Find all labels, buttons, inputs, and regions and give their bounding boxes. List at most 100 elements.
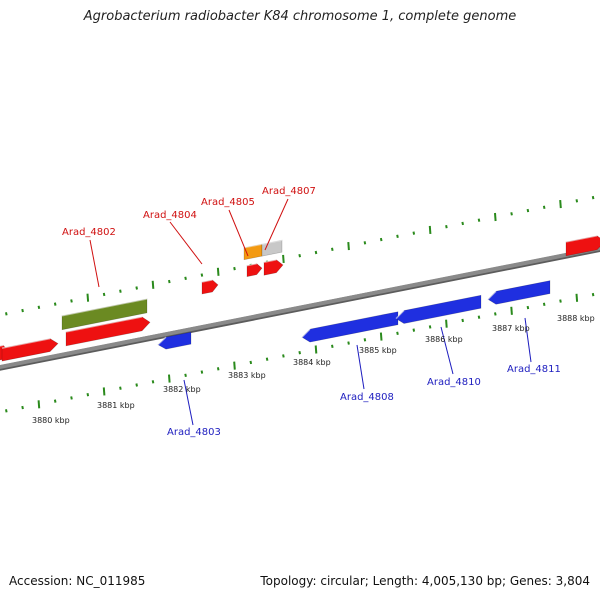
kbp-label: 3884 kbp bbox=[293, 358, 331, 367]
label-leader-lines bbox=[89, 198, 532, 426]
lower-tick bbox=[575, 293, 579, 302]
lower-tick-track bbox=[5, 292, 595, 413]
kbp-label: 3881 kbp bbox=[97, 401, 135, 410]
lower-tick bbox=[151, 380, 155, 384]
lower-tick bbox=[265, 357, 269, 361]
map-title: Agrobacterium radiobacter K84 chromosome… bbox=[83, 9, 517, 24]
lower-tick bbox=[184, 373, 187, 378]
gene-label: Arad_4803 bbox=[167, 427, 221, 438]
upper-tick bbox=[314, 250, 318, 255]
kbp-label: 3887 kbp bbox=[492, 324, 530, 333]
gene-arrow-4807-highlight bbox=[263, 259, 277, 263]
upper-tick bbox=[331, 247, 334, 251]
leader-line bbox=[169, 221, 203, 265]
upper-tick bbox=[461, 221, 464, 226]
leader-line bbox=[89, 239, 100, 288]
upper-tick bbox=[298, 254, 301, 258]
lower-tick bbox=[119, 386, 122, 390]
upper-tick bbox=[591, 195, 595, 200]
gene-label: Arad_4807 bbox=[262, 186, 316, 197]
misc-feature-orange-highlight bbox=[243, 243, 263, 249]
lower-tick bbox=[428, 325, 432, 329]
upper-tick bbox=[70, 299, 73, 303]
gene-label: Arad_4802 bbox=[62, 227, 116, 238]
leader-line bbox=[228, 209, 249, 257]
gene-arrow-4811-highlight bbox=[487, 290, 497, 300]
gene-label: Arad_4805 bbox=[201, 197, 255, 208]
lower-tick bbox=[559, 299, 562, 303]
upper-tick bbox=[53, 302, 57, 306]
upper-tick bbox=[119, 289, 122, 293]
gene-label: Arad_4810 bbox=[427, 377, 481, 388]
lower-tick bbox=[249, 360, 253, 365]
gene-label-group: Arad_4802 Arad_4804 Arad_4805 Arad_4807 Arad… bbox=[62, 186, 561, 438]
gene-arrow-fwd-2-highlight bbox=[1, 337, 51, 349]
upper-tick bbox=[233, 266, 236, 271]
upper-tick bbox=[135, 286, 138, 290]
kbp-label: 3886 kbp bbox=[425, 335, 463, 344]
upper-tick bbox=[428, 225, 432, 234]
upper-tick bbox=[445, 224, 448, 229]
gene-label: Arad_4811 bbox=[507, 364, 561, 375]
upper-tick bbox=[412, 231, 416, 235]
lower-tick bbox=[53, 399, 57, 403]
upper-tick bbox=[542, 205, 546, 210]
lower-tick bbox=[298, 351, 301, 355]
upper-tick bbox=[216, 267, 220, 276]
upper-tick bbox=[5, 312, 8, 316]
lower-tick bbox=[445, 319, 448, 328]
lower-tick bbox=[510, 306, 513, 315]
gene-arrow-4804-highlight bbox=[201, 279, 213, 283]
lower-tick bbox=[70, 396, 73, 400]
upper-tick bbox=[526, 208, 530, 213]
lower-tick bbox=[412, 328, 416, 332]
upper-tick bbox=[347, 241, 350, 251]
backbone-line bbox=[0, 246, 600, 370]
upper-tick bbox=[396, 234, 399, 239]
upper-tick bbox=[21, 308, 24, 313]
upper-tick bbox=[282, 254, 285, 264]
gene-features bbox=[0, 235, 600, 362]
upper-tick bbox=[184, 276, 187, 281]
upper-tick bbox=[559, 200, 562, 209]
upper-tick bbox=[151, 280, 155, 289]
gene-arrow-fwd-3-highlight bbox=[65, 316, 143, 333]
kbp-label: 3880 kbp bbox=[32, 416, 70, 425]
leader-line bbox=[356, 344, 365, 390]
lower-tick bbox=[477, 315, 481, 319]
kbp-label: 3882 kbp bbox=[163, 385, 201, 394]
kbp-label: 3883 kbp bbox=[228, 371, 266, 380]
genome-stats-label: Topology: circular; Length: 4,005,130 bp… bbox=[260, 574, 590, 588]
lower-tick bbox=[216, 367, 220, 371]
lower-tick bbox=[396, 331, 399, 336]
kbp-label: 3888 kbp bbox=[557, 314, 595, 323]
lower-tick bbox=[331, 344, 334, 348]
lower-tick bbox=[135, 383, 138, 387]
gene-arrow-4808-highlight bbox=[301, 328, 311, 338]
gene-arrow-4810-highlight bbox=[395, 309, 405, 320]
gene-label: Arad_4808 bbox=[340, 392, 394, 403]
misc-feature-gray-highlight bbox=[261, 239, 283, 245]
lower-tick bbox=[5, 409, 8, 413]
lower-tick bbox=[233, 361, 236, 370]
gene-arrow-4811 bbox=[487, 280, 551, 305]
lower-tick bbox=[461, 318, 464, 323]
upper-tick bbox=[102, 292, 106, 297]
rna-gene-bar-highlight bbox=[61, 298, 148, 317]
lower-tick bbox=[282, 354, 285, 358]
leader-line bbox=[264, 198, 289, 251]
lower-tick bbox=[86, 392, 90, 397]
chromosome-backbone bbox=[0, 246, 600, 371]
leader-line bbox=[440, 326, 454, 375]
gene-arrow-fwd-1-highlight bbox=[0, 344, 4, 347]
kbp-scale-labels: 3880 kbp 3881 kbp 3882 kbp 3883 kbp 3884 kbp… bbox=[32, 314, 595, 425]
gene-arrow-fwd-edge-highlight bbox=[565, 235, 598, 243]
upper-tick bbox=[494, 212, 497, 222]
upper-tick bbox=[168, 279, 171, 284]
lower-tick bbox=[21, 405, 24, 410]
leader-line bbox=[524, 317, 532, 363]
upper-tick bbox=[575, 199, 579, 203]
lower-tick bbox=[102, 387, 106, 396]
